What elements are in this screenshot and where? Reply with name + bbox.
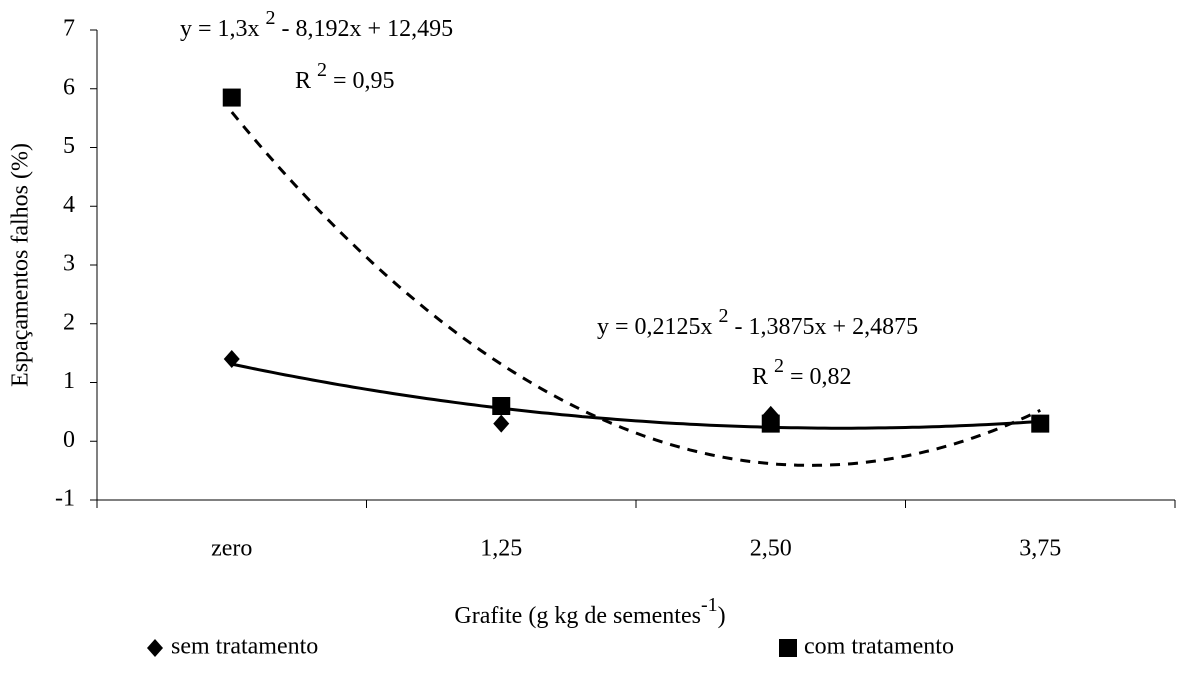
trendline [230, 111, 1041, 467]
trend-equation-part: 2 [266, 7, 276, 29]
y-tick-label: 0 [63, 427, 75, 453]
marker-square [761, 414, 780, 433]
trend-r2-part: R [752, 364, 774, 390]
trend-r2-part: 2 [317, 59, 327, 81]
y-tick-label: 2 [63, 309, 75, 335]
marker-diamond [223, 350, 240, 368]
trend-r2: R 2 = 0,82 [752, 355, 852, 390]
x-axis-label-part: ) [718, 603, 726, 629]
trend-equation: y = 0,2125x 2 - 1,3875x + 2,4875 [597, 305, 918, 340]
x-axis-label: Grafite (g kg de sementes-1) [454, 594, 725, 629]
marker-diamond [147, 639, 163, 657]
trend-equation-part: y = 0,2125x [597, 314, 719, 340]
marker-square [492, 397, 511, 415]
x-tick-label: 3,75 [1019, 536, 1061, 562]
trend-equation: y = 1,3x 2 - 8,192x + 12,495 [180, 7, 453, 42]
legend-label: com tratamento [804, 634, 954, 660]
y-tick-label: 1 [63, 368, 75, 394]
trend-equation-part: 2 [719, 305, 729, 327]
x-tick-label: zero [211, 536, 252, 562]
trend-equation-part: - 8,192x + 12,495 [276, 16, 454, 42]
trend-equation-part: - 1,3875x + 2,4875 [729, 314, 919, 340]
trend-r2-part: = 0,82 [784, 364, 852, 390]
y-tick-label: 7 [63, 16, 75, 42]
y-tick-label: -1 [55, 486, 75, 512]
y-axis-label: Espaçamentos falhos (%) [8, 143, 34, 387]
trend-r2: R 2 = 0,95 [295, 59, 395, 94]
trend-r2-part: = 0,95 [327, 68, 395, 94]
x-axis-label-part: Grafite (g kg de sementes [454, 603, 701, 629]
marker-square [779, 639, 797, 657]
marker-square [222, 88, 241, 107]
y-tick-label: 4 [63, 192, 75, 218]
marker-diamond [493, 414, 510, 433]
trendline [231, 362, 1041, 430]
x-axis-label-part: -1 [701, 594, 718, 616]
x-tick-label: 2,50 [750, 536, 792, 562]
marker-square [1031, 414, 1050, 433]
x-tick-label: 1,25 [480, 536, 522, 562]
y-tick-label: 3 [63, 251, 75, 277]
legend-label: sem tratamento [171, 634, 318, 660]
trend-equation-part: y = 1,3x [180, 16, 266, 42]
trend-r2-part: 2 [774, 355, 784, 377]
y-tick-label: 5 [63, 133, 75, 159]
y-tick-label: 6 [63, 74, 75, 100]
trend-r2-part: R [295, 68, 317, 94]
